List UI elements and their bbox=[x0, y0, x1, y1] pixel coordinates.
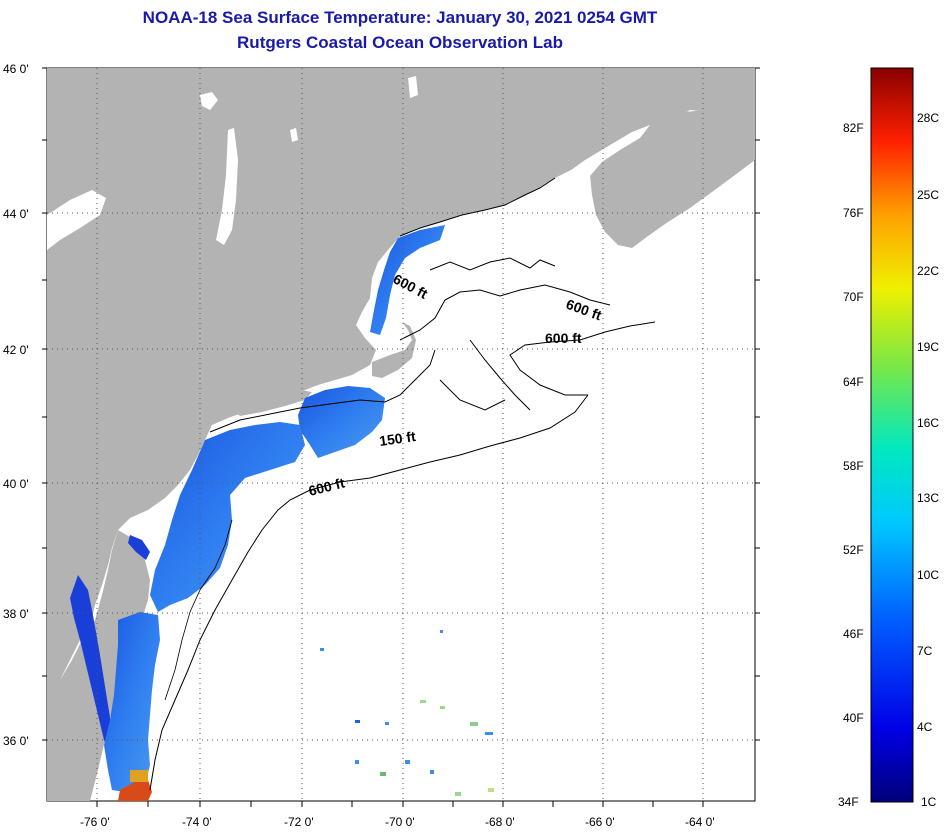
contour-label-150ft: 150 ft bbox=[378, 428, 417, 449]
land-cape-cod bbox=[372, 322, 416, 378]
colorbar-label-13c: 13C bbox=[917, 491, 939, 505]
sst-mid-atlantic bbox=[150, 422, 305, 612]
colorbar-label-22c: 22C bbox=[917, 264, 939, 278]
graticule bbox=[47, 68, 755, 801]
colorbar-label-40f: 40F bbox=[843, 711, 864, 725]
colorbar-label-7c: 7C bbox=[917, 644, 933, 658]
sst-warm-patch bbox=[130, 770, 148, 782]
delaware-bay bbox=[128, 535, 150, 560]
colorbar-label-10c: 10C bbox=[917, 568, 939, 582]
colorbar-label-34f: 34F bbox=[838, 795, 859, 809]
axis-ticks bbox=[42, 67, 760, 807]
lake-small-2 bbox=[408, 76, 418, 98]
colorbar-label-19c: 19C bbox=[917, 340, 939, 354]
lat-label-36: 36 0' bbox=[3, 734, 29, 748]
colorbar-label-70f: 70F bbox=[843, 290, 864, 304]
colorbar-label-16c: 16C bbox=[917, 416, 939, 430]
lake-small-1 bbox=[200, 92, 218, 110]
lat-label-44: 44 0' bbox=[3, 207, 29, 221]
colorbar bbox=[870, 67, 914, 803]
lon-label-74: -74 0' bbox=[182, 815, 212, 829]
colorbar-label-25c: 25C bbox=[917, 188, 939, 202]
lat-label-40: 40 0' bbox=[3, 477, 29, 491]
contour-600ft-shelf-break bbox=[149, 394, 589, 791]
lon-label-64: -64 0' bbox=[685, 815, 715, 829]
lon-label-68: -68 0' bbox=[485, 815, 515, 829]
lon-label-72: -72 0' bbox=[284, 815, 314, 829]
colorbar-label-28c: 28C bbox=[917, 111, 939, 125]
map-subtitle: Rutgers Coastal Ocean Observation Lab bbox=[237, 33, 563, 52]
lake-champlain bbox=[216, 128, 238, 245]
colorbar-label-82f: 82F bbox=[843, 121, 864, 135]
sst-virginia-shelf bbox=[104, 612, 160, 792]
lon-label-76: -76 0' bbox=[80, 815, 110, 829]
lake-small-3 bbox=[290, 128, 298, 142]
colorbar-label-1c: 1C bbox=[921, 795, 937, 809]
sst-gulf-stream-edge bbox=[118, 780, 152, 801]
lat-label-38: 38 0' bbox=[3, 607, 29, 621]
land-nova-scotia bbox=[590, 110, 755, 248]
colorbar-label-58f: 58F bbox=[843, 459, 864, 473]
coastline-maine bbox=[399, 177, 556, 237]
contour-inner-shelf bbox=[164, 519, 233, 701]
contour-label-georges: 600 ft bbox=[545, 330, 582, 346]
colorbar-label-52f: 52F bbox=[843, 543, 864, 557]
colorbar-label-46f: 46F bbox=[843, 627, 864, 641]
lon-label-70: -70 0' bbox=[385, 815, 415, 829]
sst-gulf-of-maine bbox=[370, 225, 445, 335]
contour-150ft bbox=[209, 349, 436, 433]
colorbar-label-76f: 76F bbox=[843, 206, 864, 220]
lat-label-42: 42 0' bbox=[3, 343, 29, 357]
lon-label-66: -66 0' bbox=[585, 815, 615, 829]
sst-southern-new-england bbox=[298, 386, 385, 458]
contour-gulf-maine-basins bbox=[399, 257, 611, 411]
colorbar-label-4c: 4C bbox=[917, 720, 933, 734]
chesapeake-bay bbox=[70, 575, 116, 760]
bay-of-fundy bbox=[560, 125, 650, 195]
contour-600ft-georges bbox=[509, 321, 656, 396]
lake-ontario-edge bbox=[47, 190, 106, 250]
lat-label-46: 46 0' bbox=[3, 62, 29, 76]
sst-offshore-pixels bbox=[320, 630, 494, 796]
land-long-island bbox=[230, 390, 312, 416]
colorbar-label-64f: 64F bbox=[843, 375, 864, 389]
map-title: NOAA-18 Sea Surface Temperature: January… bbox=[142, 8, 658, 27]
